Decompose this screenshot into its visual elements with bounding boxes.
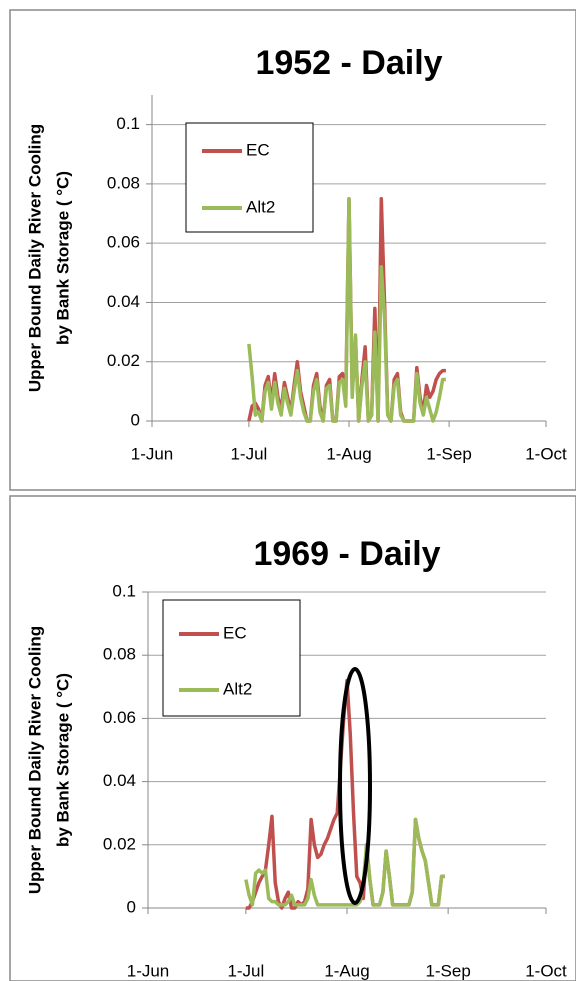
chart-title: 1969 - Daily	[253, 535, 440, 573]
data-line	[247, 196, 446, 423]
x-tick-label: 1-Aug	[326, 444, 371, 463]
legend-label: Alt2	[246, 197, 275, 216]
x-tick-label: 1-Jun	[127, 961, 170, 980]
x-tick-label: 1-Aug	[324, 961, 369, 980]
x-tick-label: 1-Oct	[525, 961, 567, 980]
y-axis-label: by Bank Storage ( °C)	[53, 171, 72, 345]
data-line	[244, 817, 445, 907]
legend-label: EC	[246, 140, 270, 159]
y-tick-label: 0.1	[112, 581, 136, 600]
x-tick-label: 1-Jun	[131, 444, 174, 463]
y-axis-label: Upper Bound Daily River Cooling	[25, 626, 44, 894]
panel-border	[9, 495, 576, 981]
x-tick-label: 1-Sep	[425, 961, 470, 980]
x-tick-label: 1-Jul	[230, 444, 267, 463]
legend-box	[185, 122, 314, 233]
x-tick-label: 1-Jul	[227, 961, 264, 980]
x-tick-label: 1-Sep	[426, 444, 471, 463]
y-tick-label: 0.06	[107, 233, 140, 252]
highlight-ellipse	[338, 667, 372, 905]
y-tick-label: 0.1	[116, 114, 140, 133]
chart-title: 1952 - Daily	[255, 44, 442, 82]
y-tick-label: 0.04	[103, 771, 136, 790]
y-tick-label: 0.08	[103, 645, 136, 664]
y-tick-label: 0.04	[107, 292, 140, 311]
y-tick-label: 0.02	[107, 351, 140, 370]
y-tick-label: 0.02	[103, 834, 136, 853]
legend-label: EC	[223, 623, 247, 642]
x-tick-label: 1-Oct	[525, 444, 567, 463]
y-tick-label: 0.06	[103, 708, 136, 727]
y-tick-label: 0	[127, 897, 136, 916]
legend-box	[162, 599, 301, 717]
y-axis-label: Upper Bound Daily River Cooling	[25, 124, 44, 392]
legend-label: Alt2	[223, 679, 252, 698]
y-axis-label: by Bank Storage ( °C)	[53, 673, 72, 847]
y-tick-label: 0.08	[107, 173, 140, 192]
y-tick-label: 0	[131, 410, 140, 429]
panel-border	[9, 9, 576, 491]
